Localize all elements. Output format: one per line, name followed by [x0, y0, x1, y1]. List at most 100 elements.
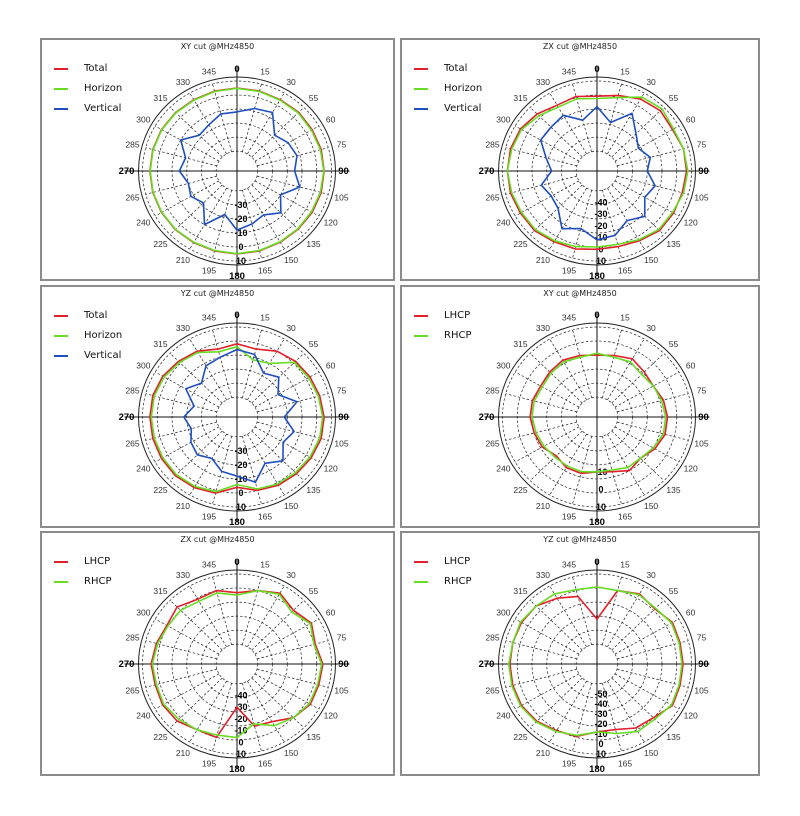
legend-swatch-lhcp: [414, 561, 428, 563]
angle-label: 270: [119, 412, 135, 423]
grid-spoke: [505, 668, 578, 688]
angle-label: 315: [153, 586, 167, 596]
angle-label: 330: [176, 570, 190, 580]
angle-label: 195: [202, 265, 216, 275]
chart-panel-5: ZX cut @MHz4850 LHCP RHCP 0 15 30 55 60 75 90 1…: [40, 531, 395, 776]
angle-label: 315: [513, 339, 527, 349]
angle-label: 330: [536, 323, 550, 333]
angle-label: 265: [485, 193, 499, 203]
radial-label: -10: [594, 233, 607, 243]
grid-spoke: [611, 430, 665, 481]
grid-spoke: [154, 673, 220, 710]
grid-spoke: [614, 618, 680, 655]
grid-spoke: [145, 175, 218, 195]
angle-label: 345: [562, 313, 576, 323]
angle-label: 165: [618, 511, 632, 521]
angle-label: 300: [496, 608, 510, 618]
angle-label: 240: [496, 711, 510, 721]
grid-spoke: [602, 329, 622, 398]
angle-label: 90: [338, 166, 349, 177]
radial-label: 0: [238, 737, 243, 747]
legend-swatch-total: [54, 315, 68, 317]
grid-spoke: [256, 147, 329, 167]
grid-spoke: [514, 125, 580, 162]
legend-swatch-vertical: [414, 108, 428, 110]
angle-label: 30: [646, 570, 656, 580]
radial-label: -10: [234, 474, 247, 484]
angle-label: 210: [176, 255, 190, 265]
angle-label: 225: [153, 239, 167, 249]
angle-label: 75: [697, 632, 707, 642]
angle-label: 15: [260, 560, 270, 570]
angle-label: 0: [234, 557, 239, 568]
radial-label: -30: [234, 446, 247, 456]
grid-spoke: [145, 393, 218, 413]
grid-spoke: [254, 618, 320, 655]
grid-spoke: [247, 585, 285, 648]
radial-label: -10: [234, 228, 247, 238]
polar-plot: 0 15 30 55 60 75 90 105 120 135 150 165 180 195 210 225…: [479, 64, 710, 282]
angle-label: 120: [684, 464, 698, 474]
angle-label: 105: [694, 686, 708, 696]
grid-spoke: [505, 147, 578, 167]
chart-panel-2: ZX cut @MHz4850 Total Horizon Vertical 0…: [400, 38, 760, 282]
angle-label: 265: [125, 193, 139, 203]
grid-spoke: [616, 175, 689, 195]
angle-label: 150: [284, 255, 298, 265]
angle-label: 180: [589, 517, 605, 528]
angle-label: 345: [562, 67, 576, 77]
angle-label: 60: [326, 608, 336, 618]
radial-label: -30: [594, 209, 607, 219]
angle-label: 90: [698, 659, 709, 670]
grid-spoke: [154, 180, 220, 217]
angle-label: 90: [698, 166, 709, 177]
polar-plot: 0 15 30 55 60 75 90 105 120 135 150 165 180 195 210 225…: [479, 557, 710, 775]
angle-label: 240: [496, 218, 510, 228]
radial-label: -20: [234, 714, 247, 724]
angle-label: 300: [496, 361, 510, 371]
grid-spoke: [607, 92, 645, 155]
angle-label: 30: [646, 323, 656, 333]
grid-spoke: [616, 421, 689, 441]
legend-label: Horizon: [84, 330, 123, 341]
angle-label: 90: [338, 659, 349, 670]
grid-spoke: [514, 180, 580, 217]
angle-label: 75: [697, 139, 707, 149]
angle-label: 60: [326, 361, 336, 371]
angle-label: 55: [669, 586, 679, 596]
legend-swatch-horizon: [414, 88, 428, 90]
grid-spoke: [145, 147, 218, 167]
legend-label: Total: [84, 63, 108, 74]
grid-spoke: [251, 600, 305, 651]
grid-spoke: [242, 190, 262, 259]
angle-label: 210: [536, 255, 550, 265]
angle-label: 225: [513, 732, 527, 742]
radial-label: 0: [238, 242, 243, 252]
angle-label: 195: [202, 511, 216, 521]
grid-spoke: [607, 433, 645, 496]
angle-label: 30: [286, 77, 296, 87]
radial-label: 10: [596, 749, 606, 759]
grid-spoke: [256, 640, 329, 660]
angle-label: 300: [136, 361, 150, 371]
grid-spoke: [549, 585, 587, 648]
angle-label: 265: [125, 686, 139, 696]
grid-spoke: [189, 92, 227, 155]
angle-label: 135: [306, 239, 320, 249]
grid-spoke: [256, 393, 329, 413]
angle-label: 0: [234, 64, 239, 75]
series-total-line: [149, 343, 325, 494]
angle-label: 270: [479, 412, 495, 423]
angle-label: 150: [644, 501, 658, 511]
angle-label: 195: [562, 511, 576, 521]
grid-spoke: [602, 576, 622, 645]
angle-label: 120: [324, 711, 338, 721]
angle-label: 225: [153, 485, 167, 495]
angle-label: 60: [686, 115, 696, 125]
angle-label: 210: [536, 501, 550, 511]
angle-label: 315: [513, 586, 527, 596]
radial-label: -30: [234, 702, 247, 712]
chart-panel-4: XY cut @MHz4850 LHCP RHCP 0 15 30 55 60 75 90 1…: [400, 285, 760, 528]
angle-label: 135: [666, 732, 680, 742]
grid-spoke: [247, 680, 285, 743]
